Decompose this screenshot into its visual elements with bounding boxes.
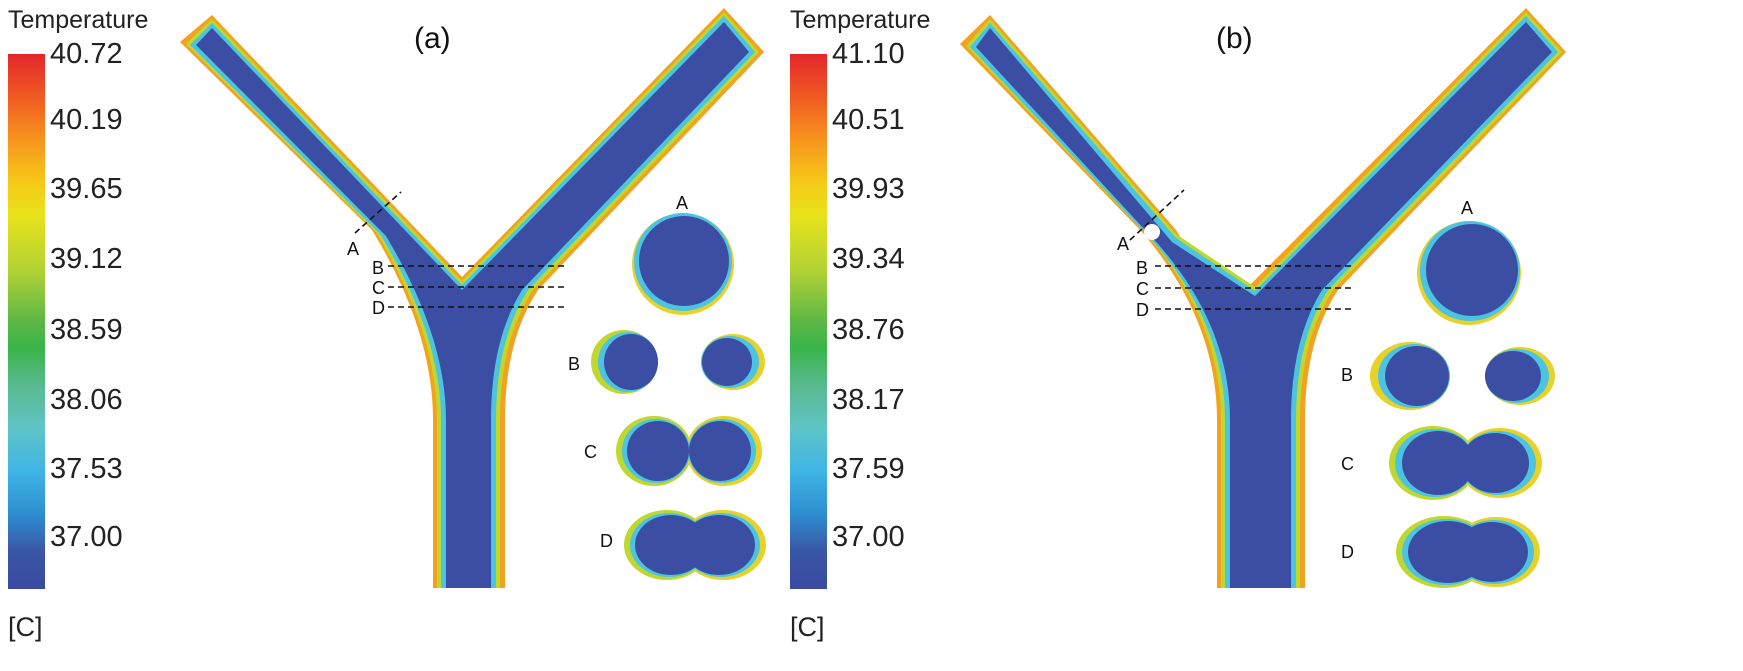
panel-label-a: (a) — [414, 22, 451, 55]
cut-line-a — [354, 191, 402, 234]
cut-label-d: D — [372, 298, 385, 318]
legend-tick: 39.93 — [832, 173, 905, 205]
legend-tick: 40.51 — [832, 104, 905, 136]
section-label-a: A — [676, 193, 688, 213]
bifurcation-diagram-a: A B C D A B C D — [180, 8, 766, 588]
legend-tick: 37.00 — [50, 521, 123, 553]
legend-tick: 37.00 — [832, 521, 905, 553]
section-label-b: B — [1341, 365, 1353, 385]
legend-tick: 37.53 — [50, 453, 123, 485]
legend-tick: 40.72 — [50, 38, 123, 70]
cut-label-c: C — [372, 278, 385, 298]
legend-tick: 38.06 — [50, 384, 123, 416]
vessel-core — [976, 22, 1552, 588]
cross-section-d — [624, 510, 766, 580]
legend-tick: 38.76 — [832, 314, 905, 346]
legend-tick: 41.10 — [832, 38, 905, 70]
stenosis-bump — [1177, 199, 1195, 217]
temperature-colorbar — [790, 54, 827, 589]
bifurcation-diagram-b: A B C D A B C D — [960, 8, 1566, 588]
cut-label-b: B — [372, 258, 384, 278]
legend-tick: 37.59 — [832, 453, 905, 485]
cross-section-a — [632, 213, 734, 315]
legend-title: Temperature — [790, 6, 931, 34]
cut-label-a: A — [347, 239, 359, 259]
legend-tick: 38.17 — [832, 384, 905, 416]
cut-label-c: C — [1136, 279, 1149, 299]
legend-tick: 40.19 — [50, 104, 123, 136]
cut-label-d: D — [1136, 300, 1149, 320]
legend-unit: [C] — [8, 612, 43, 642]
cross-section-d — [1396, 516, 1540, 588]
cross-section-c — [616, 416, 762, 486]
cross-section-a — [1417, 221, 1521, 325]
legend-tick: 39.34 — [832, 243, 905, 275]
section-label-d: D — [1341, 542, 1354, 562]
cut-label-a: A — [1117, 234, 1129, 254]
section-label-c: C — [1341, 454, 1354, 474]
legend-title: Temperature — [8, 6, 149, 34]
cross-section-b — [591, 330, 765, 394]
panel-a: Temperature 40.72 40.19 39.65 39.12 38.5… — [0, 0, 871, 671]
panel-b: Temperature 41.10 40.51 39.93 39.34 38.7… — [790, 0, 1743, 671]
stenosis-bump — [1160, 176, 1180, 196]
temperature-colorbar — [8, 54, 45, 589]
legend-tick: 38.59 — [50, 314, 123, 346]
section-label-c: C — [584, 442, 597, 462]
section-label-b: B — [568, 354, 580, 374]
section-label-d: D — [600, 531, 613, 551]
cross-section-c — [1389, 426, 1542, 500]
panel-label-b: (b) — [1216, 22, 1253, 55]
cut-line-a — [1129, 189, 1185, 241]
legend-unit: [C] — [790, 612, 825, 642]
stenosis-bump — [1144, 224, 1160, 240]
vessel-core — [196, 22, 749, 588]
cut-label-b: B — [1136, 258, 1148, 278]
cross-section-b — [1370, 342, 1555, 410]
section-label-a: A — [1461, 198, 1473, 218]
legend-tick: 39.12 — [50, 243, 123, 275]
legend-tick: 39.65 — [50, 173, 123, 205]
